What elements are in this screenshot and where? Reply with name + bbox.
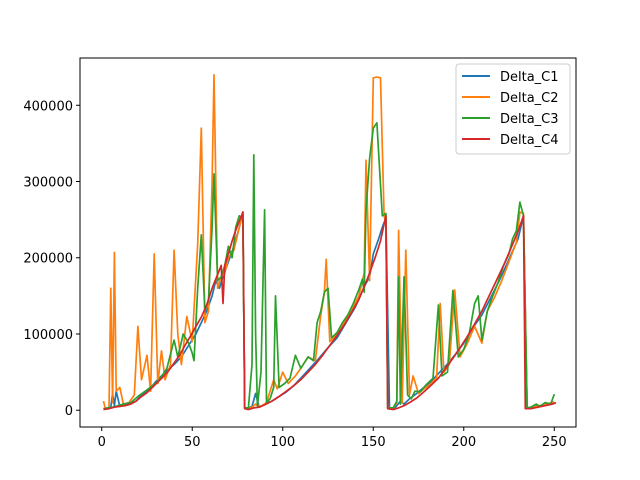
legend: Delta_C1 Delta_C2 Delta_C3 Delta_C4 [455, 63, 571, 155]
x-tick-label: 250 [542, 435, 567, 450]
y-tick-label: 400000 [23, 99, 73, 114]
legend-label: Delta_C4 [500, 133, 559, 148]
series-layer [102, 73, 557, 411]
axis-layer: 0 50 100 150 200 250 0 100000 200000 300000 400000 [23, 99, 566, 450]
x-tick-label: 100 [270, 435, 295, 450]
y-tick-label: 300000 [23, 176, 73, 191]
legend-label: Delta_C3 [500, 112, 559, 127]
x-tick-label: 0 [98, 435, 106, 450]
legend-label: Delta_C1 [500, 70, 559, 85]
x-tick-label: 200 [451, 435, 476, 450]
x-tick-label: 50 [184, 435, 201, 450]
y-tick-label: 100000 [23, 328, 73, 343]
y-tick-label: 0 [65, 404, 73, 419]
y-tick-label: 200000 [23, 252, 73, 267]
x-tick-label: 150 [361, 435, 386, 450]
plot-frame [79, 57, 577, 428]
series-line-delta-c3 [103, 121, 556, 411]
legend-label: Delta_C2 [500, 91, 559, 106]
series-line-delta-c4 [103, 211, 557, 411]
legend-box [455, 63, 571, 155]
